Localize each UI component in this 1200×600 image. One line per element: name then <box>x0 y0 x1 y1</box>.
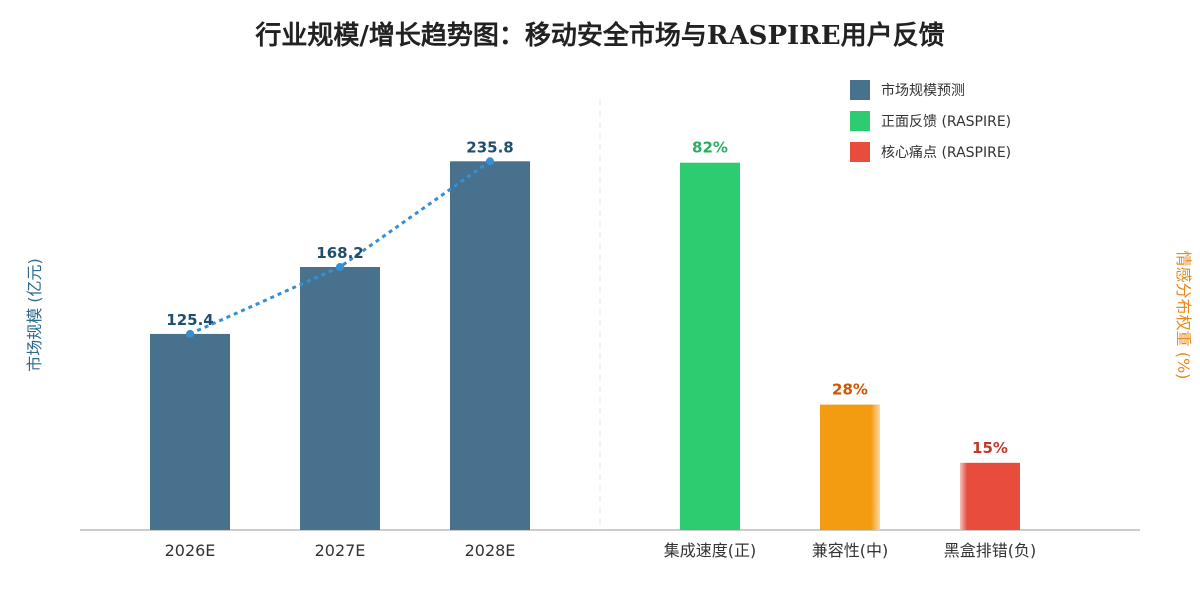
trend-point <box>186 329 194 338</box>
x-tick-label: 黑盒排错(负) <box>944 541 1037 560</box>
market-bar-2026E <box>150 333 230 530</box>
market-bars <box>150 161 530 530</box>
market-bar-2028E <box>450 161 530 530</box>
feedback-value-label: 15% <box>972 439 1008 457</box>
market-bar-2027E <box>300 266 380 530</box>
legend-swatch <box>850 111 870 131</box>
legend-label: 正面反馈 (RASPIRE) <box>881 114 1011 130</box>
y-axis-label-left: 市场规模 (亿元) <box>25 258 44 372</box>
legend-label: 核心痛点 (RASPIRE) <box>881 144 1011 161</box>
market-value-label: 125.4 <box>166 311 213 329</box>
x-tick-label: 兼容性(中) <box>812 541 889 560</box>
legend-label: 市场规模预测 <box>881 82 965 99</box>
x-tick-label: 2027E <box>315 541 366 560</box>
feedback-bar-positive <box>680 162 740 531</box>
feedback-value-label: 28% <box>832 381 868 399</box>
y-axis-label-right: 情感分布权重 (%) <box>1174 251 1193 380</box>
market-value-label: 168.2 <box>316 244 363 262</box>
feedback-bars: 82% 28% 15% <box>680 139 1020 531</box>
feedback-value-label: 82% <box>692 139 728 157</box>
x-tick-label: 2028E <box>465 541 516 560</box>
x-tick-labels: 2026E 2027E 2028E 集成速度(正) 兼容性(中) 黑盒排错(负) <box>165 541 1037 560</box>
chart-title: 行业规模/增长趋势图：移动安全市场与RASPIRE用户反馈 <box>254 20 944 51</box>
trend-point <box>486 157 494 166</box>
trend-line-group: 125.4 168.2 235.8 <box>166 138 514 338</box>
x-tick-label: 集成速度(正) <box>664 541 757 560</box>
x-tick-label: 2026E <box>165 541 216 560</box>
feedback-bar-negative <box>960 462 1020 530</box>
legend-swatch <box>850 80 870 100</box>
legend-swatch <box>850 142 870 162</box>
market-value-label: 235.8 <box>466 138 513 156</box>
feedback-bar-neutral <box>820 404 880 530</box>
trend-point <box>336 262 344 271</box>
